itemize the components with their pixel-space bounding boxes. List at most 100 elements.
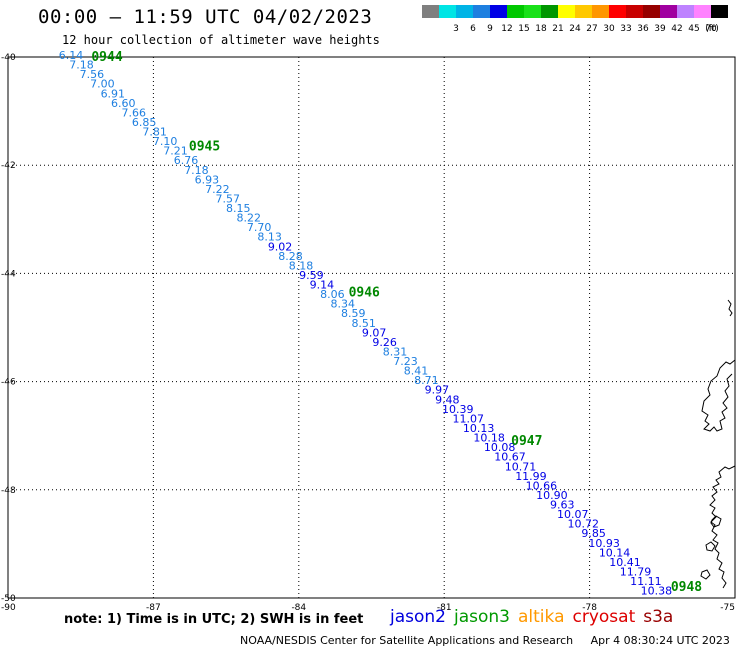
swh-value-label: 8.13 <box>257 231 282 244</box>
colorbar-swatch <box>524 5 541 18</box>
swh-value-label: 10.90 <box>536 489 568 502</box>
lon-tick-label: -84 <box>291 603 306 610</box>
colorbar-tick-label: 15 <box>518 24 529 34</box>
colorbar-tick-label: 30 <box>603 24 615 34</box>
swh-value-label: 7.23 <box>393 355 418 368</box>
mission-legend-item: cryosat <box>572 607 636 627</box>
coastline-segment <box>709 465 736 589</box>
colorbar-swatch <box>711 5 728 18</box>
swh-value-label: 6.14 <box>59 49 84 62</box>
colorbar-swatch <box>439 5 456 18</box>
map-title: 00:00 – 11:59 UTC 04/02/2023 <box>38 6 373 28</box>
mission-legend-item: jason2 <box>390 607 446 627</box>
swh-value-label: 9.02 <box>268 240 293 253</box>
swh-value-label: 6.85 <box>132 116 157 129</box>
swh-value-label: 10.18 <box>473 432 505 445</box>
swh-value-label: 10.38 <box>641 585 673 598</box>
swh-value-label: 7.70 <box>247 221 272 234</box>
swh-value-label: 11.99 <box>515 470 547 483</box>
swh-value-label: 10.67 <box>494 451 526 464</box>
colorbar-tick-label: 27 <box>586 24 597 34</box>
swh-value-label: 9.97 <box>425 384 450 397</box>
colorbar-tick-label: 12 <box>501 24 512 34</box>
colorbar-swatch <box>592 5 609 18</box>
swh-value-label: 8.18 <box>289 259 314 272</box>
swh-value-label: 9.48 <box>435 393 460 406</box>
swh-value-label: 6.93 <box>195 173 220 186</box>
time-label: 0946 <box>349 285 380 300</box>
swh-value-label: 7.66 <box>121 106 146 119</box>
swh-value-label: 7.56 <box>80 68 105 81</box>
lon-tick-label: -78 <box>582 603 597 610</box>
swh-value-label: 6.76 <box>174 154 199 167</box>
swh-value-label: 11.79 <box>620 565 652 578</box>
colorbar-tick-label: 18 <box>535 24 547 34</box>
swh-value-label: 9.63 <box>550 499 575 512</box>
colorbar-tick-label: 42 <box>671 24 682 34</box>
generated-timestamp: Apr 4 08:30:24 UTC 2023 <box>590 634 730 647</box>
lat-tick-label: -42 <box>1 161 16 171</box>
colorbar-tick-label: 33 <box>620 24 631 34</box>
mission-legend-item: s3a <box>643 607 674 627</box>
colorbar-swatch <box>541 5 558 18</box>
colorbar-swatch <box>677 5 694 18</box>
swh-value-label: 8.15 <box>226 202 251 215</box>
colorbar-swatch <box>422 5 439 18</box>
colorbar-swatch <box>643 5 660 18</box>
lon-tick-label: -81 <box>437 603 452 610</box>
colorbar-tick-label: 9 <box>487 24 493 34</box>
swh-value-label: 10.72 <box>567 518 599 531</box>
swh-value-label: 9.14 <box>310 279 335 292</box>
units-note: note: 1) Time is in UTC; 2) SWH is in fe… <box>64 612 364 627</box>
swh-value-label: 8.71 <box>414 374 439 387</box>
colorbar-tick-label: 24 <box>569 24 581 34</box>
swh-value-label: 8.59 <box>341 307 366 320</box>
swh-value-label: 7.00 <box>90 78 115 91</box>
colorbar-swatch <box>694 5 711 18</box>
swh-value-label: 8.51 <box>351 317 376 330</box>
swh-value-label: 9.85 <box>581 527 606 540</box>
colorbar-swatch <box>609 5 626 18</box>
time-label: 0948 <box>671 580 702 595</box>
swh-value-label: 9.26 <box>372 336 397 349</box>
lon-tick-label: -75 <box>720 603 735 610</box>
footer: NOAA/NESDIS Center for Satellite Applica… <box>240 634 730 647</box>
altimeter-map: -87 -84 -81 -78 -42 -44 -46 -48 -40 -50-90 -75 6.14… <box>1 49 736 610</box>
colorbar-swatch <box>558 5 575 18</box>
swh-value-label: 8.28 <box>278 250 303 263</box>
swh-value-label: 10.14 <box>599 546 631 559</box>
colorbar-swatch <box>456 5 473 18</box>
lat-tick-label: -44 <box>1 269 16 279</box>
colorbar-swatch <box>660 5 677 18</box>
coastline-segment <box>700 569 711 580</box>
colorbar-tick-label: 6 <box>470 24 476 34</box>
swh-value-label: 10.08 <box>484 441 516 454</box>
swh-value-label: 6.91 <box>101 87 126 100</box>
swh-value-label: 10.39 <box>442 403 474 416</box>
lat-tick-label: -50 <box>1 594 16 604</box>
coastline-segment <box>727 299 733 317</box>
lat-tick-label: -48 <box>1 486 16 496</box>
colorbar-swatch <box>626 5 643 18</box>
swh-value-label: 8.31 <box>383 345 408 358</box>
colorbar-unit-label: (ft) <box>705 24 719 34</box>
coastline-segment <box>701 359 736 432</box>
jason2-track: 6.147.187.567.006.916.607.666.857.817.10… <box>59 49 703 598</box>
mission-legend: jason2 jason3 altika cryosat s3a <box>390 607 681 627</box>
colorbar-tick-label: 21 <box>552 24 563 34</box>
swh-value-label: 9.59 <box>299 269 324 282</box>
colorbar-tick-label: 36 <box>637 24 649 34</box>
swh-value-label: 10.66 <box>526 479 558 492</box>
lat-tick-label: -40 <box>1 53 16 63</box>
swh-value-label: 10.13 <box>463 422 495 435</box>
colorbar-tick-label: 39 <box>654 24 666 34</box>
colorbar-tick-label: 70 <box>705 24 717 34</box>
swh-value-label: 10.71 <box>505 460 537 473</box>
swh-value-label: 8.41 <box>404 365 429 378</box>
mission-legend-item: jason3 <box>454 607 510 627</box>
mission-legend-item: altika <box>518 607 565 627</box>
swh-value-label: 11.11 <box>630 575 662 588</box>
swh-value-label: 7.10 <box>153 135 178 148</box>
credit-text: NOAA/NESDIS Center for Satellite Applica… <box>240 634 574 647</box>
colorbar-tick-label: 45 <box>688 24 699 34</box>
